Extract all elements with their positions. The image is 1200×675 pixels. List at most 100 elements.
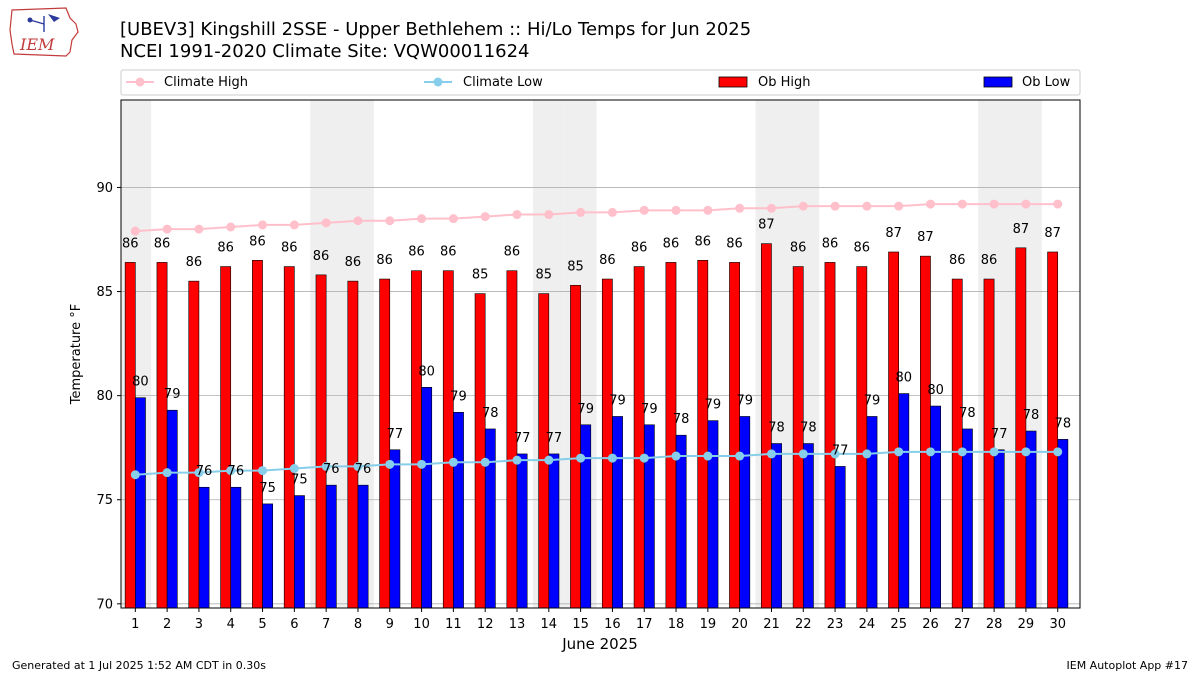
point-climate-high-9 xyxy=(385,216,395,226)
line-climate-low xyxy=(135,450,1058,476)
xtick-label-10: 10 xyxy=(413,617,430,632)
bar-ob-high-4 xyxy=(220,266,232,609)
xtick-label-18: 18 xyxy=(668,617,685,632)
legend-ob-high: Ob High xyxy=(718,75,811,90)
xtick-label-21: 21 xyxy=(763,617,780,632)
label-ob-high-13: 86 xyxy=(504,245,521,260)
point-climate-low-2 xyxy=(162,468,172,478)
label-ob-low-7: 76 xyxy=(323,462,340,477)
xtick-label-14: 14 xyxy=(541,617,558,632)
xtick-label-12: 12 xyxy=(477,617,494,632)
bar-ob-low-7 xyxy=(325,484,337,609)
label-ob-high-12: 85 xyxy=(472,268,489,283)
point-climate-low-20 xyxy=(735,451,745,461)
legend-climate-low-label: Climate Low xyxy=(463,75,543,90)
label-ob-high-25: 87 xyxy=(885,226,902,241)
bar-ob-low-26 xyxy=(930,405,941,609)
label-ob-low-10: 80 xyxy=(418,364,435,379)
point-climate-low-26 xyxy=(926,447,936,457)
label-ob-low-15: 79 xyxy=(577,402,594,417)
point-climate-high-16 xyxy=(607,207,617,217)
xtick-label-11: 11 xyxy=(445,617,462,632)
bar-ob-low-2 xyxy=(166,409,178,609)
point-climate-high-2 xyxy=(162,224,172,234)
label-ob-low-28: 77 xyxy=(991,427,1008,442)
label-ob-low-16: 79 xyxy=(609,393,626,408)
ytick-label-90: 90 xyxy=(96,181,113,196)
point-climate-low-14 xyxy=(544,455,554,465)
label-ob-high-30: 87 xyxy=(1044,226,1061,241)
bar-ob-low-25 xyxy=(898,393,910,609)
point-climate-high-25 xyxy=(894,201,904,211)
label-ob-high-5: 86 xyxy=(249,234,266,249)
label-ob-high-11: 86 xyxy=(440,245,457,260)
point-climate-low-12 xyxy=(480,457,490,467)
bar-ob-high-28 xyxy=(983,278,995,609)
point-climate-high-18 xyxy=(671,205,681,215)
label-ob-low-12: 78 xyxy=(482,406,499,421)
label-ob-high-24: 86 xyxy=(854,241,871,256)
label-ob-high-28: 86 xyxy=(981,253,998,268)
point-climate-low-13 xyxy=(512,455,522,465)
point-climate-high-10 xyxy=(417,214,427,224)
bar-ob-low-23 xyxy=(834,466,846,609)
point-climate-high-3 xyxy=(194,224,204,234)
label-ob-high-6: 86 xyxy=(281,241,298,256)
bar-ob-high-11 xyxy=(442,270,454,609)
label-ob-low-13: 77 xyxy=(514,431,531,446)
label-ob-high-8: 86 xyxy=(345,255,362,270)
xtick-label-23: 23 xyxy=(827,617,844,632)
label-ob-low-8: 76 xyxy=(355,462,372,477)
label-ob-low-21: 78 xyxy=(768,421,785,436)
label-ob-low-24: 79 xyxy=(864,393,881,408)
label-ob-low-27: 78 xyxy=(959,406,976,421)
point-climate-high-1 xyxy=(130,226,140,236)
point-climate-high-28 xyxy=(989,199,999,209)
point-climate-low-16 xyxy=(607,453,617,463)
x-axis-label: June 2025 xyxy=(561,635,638,653)
bar-ob-low-12 xyxy=(484,428,496,609)
bar-ob-high-5 xyxy=(252,260,263,609)
point-climate-low-15 xyxy=(576,453,586,463)
label-ob-high-7: 86 xyxy=(313,249,330,264)
bar-ob-low-24 xyxy=(866,416,878,609)
point-climate-low-29 xyxy=(1021,447,1031,457)
xtick-label-26: 26 xyxy=(922,617,939,632)
point-climate-low-24 xyxy=(862,449,872,459)
bar-ob-low-30 xyxy=(1057,439,1069,609)
point-climate-low-17 xyxy=(639,453,649,463)
label-ob-low-19: 79 xyxy=(705,398,722,413)
point-climate-low-9 xyxy=(385,459,395,469)
point-climate-high-23 xyxy=(830,201,840,211)
point-climate-high-15 xyxy=(576,207,586,217)
point-climate-low-21 xyxy=(766,449,776,459)
plot-frame xyxy=(120,99,1081,609)
point-climate-low-3 xyxy=(194,468,204,478)
label-ob-low-23: 77 xyxy=(832,443,849,458)
bar-ob-low-28 xyxy=(993,449,1005,609)
xtick-label-13: 13 xyxy=(509,617,526,632)
bar-ob-low-8 xyxy=(357,484,369,609)
xtick-label-9: 9 xyxy=(386,617,394,632)
label-ob-low-22: 78 xyxy=(800,421,817,436)
point-climate-high-27 xyxy=(957,199,967,209)
iowa-outline-icon xyxy=(9,7,79,57)
xtick-label-30: 30 xyxy=(1049,617,1066,632)
label-ob-high-27: 86 xyxy=(949,253,966,268)
point-climate-high-8 xyxy=(353,216,363,226)
bar-ob-low-5 xyxy=(262,503,274,609)
label-ob-low-25: 80 xyxy=(896,371,913,386)
xtick-label-17: 17 xyxy=(636,617,653,632)
point-climate-high-22 xyxy=(798,201,808,211)
bar-ob-high-24 xyxy=(856,266,868,609)
point-climate-high-12 xyxy=(480,212,490,222)
bar-ob-low-11 xyxy=(453,411,464,609)
label-ob-high-23: 86 xyxy=(822,236,839,251)
point-climate-high-26 xyxy=(926,199,936,209)
point-climate-low-5 xyxy=(258,466,268,476)
point-climate-low-19 xyxy=(703,451,713,461)
bar-ob-low-21 xyxy=(771,443,782,609)
point-climate-low-18 xyxy=(671,451,681,461)
xtick-label-5: 5 xyxy=(258,617,266,632)
